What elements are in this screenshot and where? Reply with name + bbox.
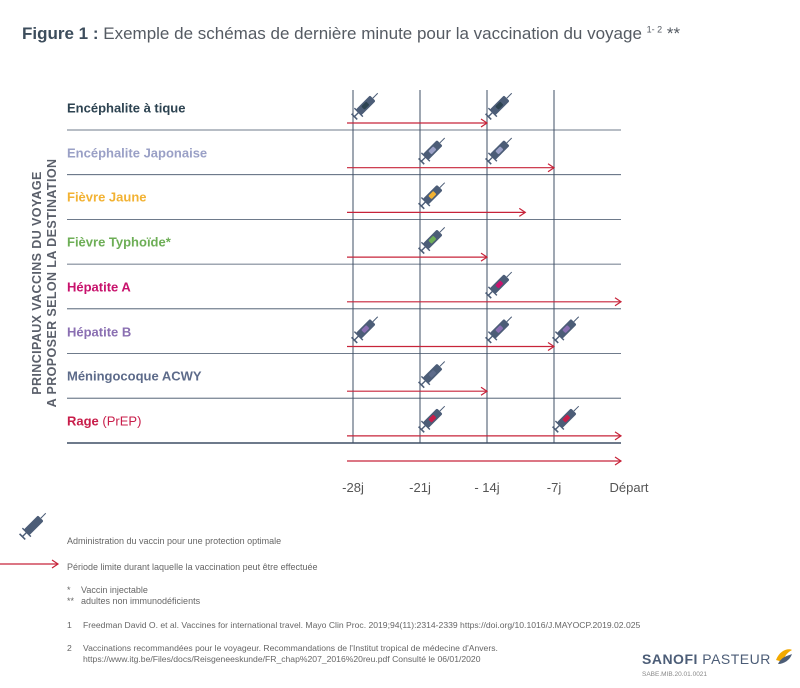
vaccine-name-text: Encéphalite Japonaise <box>67 145 208 161</box>
syringe-icon <box>350 92 379 121</box>
reference-1: 1 Freedman David O. et al. Vaccines for … <box>67 620 640 631</box>
axis-tick-label: Départ <box>609 480 649 495</box>
note-mark: * <box>67 585 71 595</box>
figure-title-text: Exemple de schémas de dernière minute po… <box>103 24 642 43</box>
figure-title-mark: ** <box>666 24 681 43</box>
legend-arrow-icon <box>0 559 60 569</box>
vaccine-name-text: Encéphalite à tique <box>67 100 186 116</box>
syringe-icon <box>551 405 580 433</box>
logo-brand-2: PASTEUR <box>702 651 771 667</box>
vaccine-name: Encéphalite Japonaise <box>67 145 207 160</box>
note-adults: ** adultes non immunodéficients <box>67 596 200 606</box>
period-arrow <box>347 207 527 217</box>
axis-tick-label: -21j <box>409 480 431 495</box>
reference-number: 1 <box>67 620 72 630</box>
syringe-icon <box>484 137 513 165</box>
period-arrow <box>347 342 556 351</box>
syringe-icon <box>551 316 580 344</box>
legend-syringe-text: Administration du vaccin pour une protec… <box>67 536 282 546</box>
reference-url: https://www.itg.be/Files/docs/Reisgenees… <box>83 654 481 664</box>
grid-lines <box>67 90 621 444</box>
vaccine-name-text: Fièvre Typhoïde* <box>67 234 171 250</box>
dose-markers <box>350 92 580 433</box>
vaccine-name-extra: (PrEP) <box>98 413 142 429</box>
syringe-icon <box>417 227 446 255</box>
note-injectable: * Vaccin injectable <box>67 585 148 595</box>
figure-number: Figure 1 : <box>22 24 99 43</box>
note-text: Vaccin injectable <box>81 585 148 595</box>
vaccine-name-text: Fièvre Jaune <box>67 189 147 205</box>
period-arrow <box>347 252 489 262</box>
document-code: SABE.MIB.20.01.0021 <box>642 671 708 678</box>
legend-symbols <box>0 512 60 569</box>
vaccine-name: Méningocoque ACWY <box>67 369 202 384</box>
timeline-arrow <box>347 456 623 466</box>
syringe-icon <box>417 137 446 165</box>
vaccine-name-text: Hépatite B <box>67 324 132 339</box>
reference-2: 2 Vaccinations recommandées pour le voya… <box>67 643 498 665</box>
axis-tick-label: - 14j <box>474 480 500 495</box>
reference-number: 2 <box>67 643 72 653</box>
syringe-icon <box>417 361 446 389</box>
syringe-icon <box>484 316 513 344</box>
note-mark: ** <box>67 596 75 606</box>
vaccine-name: Hépatite B <box>67 324 131 339</box>
period-arrow <box>347 297 623 307</box>
vaccine-name: Encéphalite à tique <box>67 101 185 116</box>
vaccine-name: Fièvre Typhoïde* <box>67 235 171 250</box>
note-text: adultes non immunodéficients <box>81 596 201 606</box>
vaccine-name-text: Rage <box>67 413 99 429</box>
reference-text: Freedman David O. et al. Vaccines for in… <box>83 620 641 630</box>
vaccine-name: Rage (PrEP) <box>67 413 141 428</box>
period-arrow <box>347 431 623 441</box>
legend-arrow-text: Période limite durant laquelle la vaccin… <box>67 562 318 572</box>
syringe-icon <box>417 405 446 433</box>
syringe-icon <box>350 316 379 344</box>
period-arrow <box>347 118 489 128</box>
legend-syringe-icon <box>18 512 47 541</box>
vaccine-name: Hépatite A <box>67 279 131 294</box>
axis-tick-label: -7j <box>546 480 562 495</box>
vaccine-name-text: Méningocoque ACWY <box>67 368 202 384</box>
syringe-icon <box>484 271 513 299</box>
sanofi-pasteur-logo: SANOFI PASTEUR <box>642 651 771 667</box>
axis-tick-label: -28j <box>342 480 364 495</box>
syringe-icon <box>417 182 446 210</box>
vaccine-name-text: Hépatite A <box>67 279 131 295</box>
figure-title-refs: 1- 2 <box>646 24 663 35</box>
logo-brand-1: SANOFI <box>642 651 698 667</box>
sanofi-bird-icon <box>776 649 792 664</box>
vaccine-name: Fièvre Jaune <box>67 190 147 205</box>
period-arrows <box>347 118 623 466</box>
period-arrow <box>347 386 489 396</box>
figure-title: Figure 1 : Exemple de schémas de dernièr… <box>22 24 680 44</box>
reference-text: Vaccinations recommandées pour le voyage… <box>83 643 498 653</box>
syringe-icon <box>484 92 513 121</box>
period-arrow <box>347 163 556 173</box>
